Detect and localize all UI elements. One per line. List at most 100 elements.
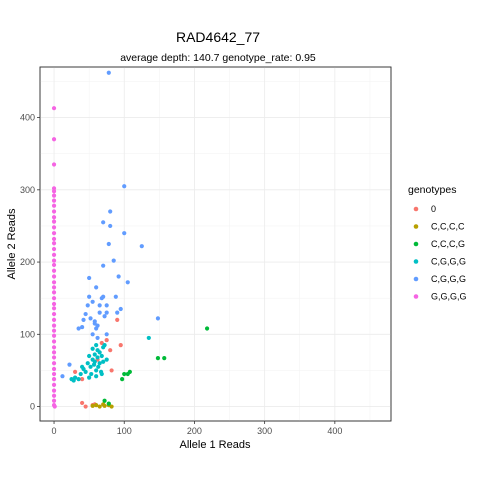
data-point <box>122 184 127 189</box>
data-point <box>76 376 81 382</box>
data-point <box>95 355 100 360</box>
y-tick-label: 0 <box>30 402 35 412</box>
data-point <box>87 275 92 281</box>
data-point <box>51 137 57 142</box>
data-point <box>51 268 57 273</box>
data-point <box>51 361 57 366</box>
data-point <box>99 371 104 377</box>
data-point <box>51 162 57 167</box>
data-point <box>102 398 107 403</box>
data-point <box>94 368 99 373</box>
data-point <box>204 326 210 331</box>
data-point <box>94 374 99 379</box>
data-point <box>109 404 114 409</box>
data-point <box>122 371 127 377</box>
data-point <box>51 350 57 355</box>
chart-subtitle: average depth: 140.7 genotype_rate: 0.95 <box>120 52 316 64</box>
data-point <box>51 215 57 220</box>
data-point <box>104 332 109 337</box>
data-point <box>51 398 57 403</box>
data-point <box>51 189 57 194</box>
data-point <box>127 369 132 374</box>
data-point <box>155 316 161 321</box>
data-point <box>106 241 111 247</box>
data-point <box>51 246 57 252</box>
y-axis: 0 100 200 300 400 <box>20 113 40 412</box>
data-point <box>95 348 100 353</box>
legend-key <box>413 259 419 264</box>
data-point <box>51 209 57 214</box>
data-point <box>81 317 86 322</box>
y-tick-label: 300 <box>20 185 35 195</box>
data-point <box>102 314 107 319</box>
data-point <box>89 371 94 377</box>
data-point <box>146 335 151 341</box>
data-point <box>92 359 97 364</box>
legend-key <box>413 241 419 247</box>
x-tick-label: 0 <box>52 426 57 436</box>
data-point <box>94 403 99 408</box>
data-point <box>90 403 95 408</box>
legend-key <box>413 276 419 282</box>
data-point <box>51 280 57 285</box>
data-point <box>81 366 86 372</box>
data-point <box>92 321 97 326</box>
data-point <box>90 346 95 351</box>
data-point <box>115 310 120 315</box>
x-axis-title: Allele 1 Reads <box>180 439 251 451</box>
legend-key <box>413 206 419 212</box>
data-point <box>99 353 104 359</box>
data-point <box>120 376 125 382</box>
x-tick-label: 400 <box>327 426 342 436</box>
legend-title: genotypes <box>408 184 456 196</box>
data-point <box>51 355 57 360</box>
x-tick-label: 300 <box>257 426 272 436</box>
data-point <box>51 366 57 372</box>
legend-label: G,G,G,G <box>431 292 467 302</box>
legend-label: C,G,G,G <box>431 274 466 284</box>
legend-label: C,G,G,G <box>431 257 466 267</box>
legend-label: 0 <box>431 204 436 214</box>
data-point <box>51 203 57 208</box>
data-point <box>51 225 57 230</box>
data-points <box>51 70 210 409</box>
data-point <box>113 294 118 299</box>
data-point <box>51 262 57 268</box>
data-point <box>51 274 57 279</box>
data-point <box>52 404 57 409</box>
data-point <box>51 306 57 311</box>
data-point <box>51 198 57 203</box>
data-point <box>51 296 57 301</box>
data-point <box>83 369 88 374</box>
y-tick-label: 200 <box>20 257 35 267</box>
legend: genotypes 0 C,C,C,C C,C,C,G C,G,G,G C,G,G,G G… <box>408 184 467 302</box>
data-point <box>97 361 102 366</box>
data-point <box>118 306 123 312</box>
data-point <box>51 301 57 307</box>
data-point <box>67 362 72 367</box>
plot-border <box>39 66 392 422</box>
data-point <box>102 403 107 408</box>
data-point <box>94 343 99 348</box>
data-point <box>76 326 81 331</box>
data-point <box>73 369 78 374</box>
data-point <box>101 294 106 299</box>
data-point <box>51 241 57 246</box>
data-point <box>51 382 57 387</box>
data-point <box>51 236 57 242</box>
data-point <box>95 335 100 341</box>
data-point <box>90 332 95 337</box>
data-point <box>96 364 101 369</box>
legend-key <box>413 224 419 229</box>
x-tick-label: 200 <box>187 426 202 436</box>
data-point <box>85 361 90 366</box>
legend-label: C,C,C,C <box>431 222 465 232</box>
data-point <box>139 244 144 249</box>
data-point <box>87 353 92 359</box>
data-point <box>116 274 121 279</box>
data-point <box>51 376 57 382</box>
data-point <box>155 356 161 361</box>
data-point <box>83 404 88 409</box>
data-point <box>125 280 130 285</box>
